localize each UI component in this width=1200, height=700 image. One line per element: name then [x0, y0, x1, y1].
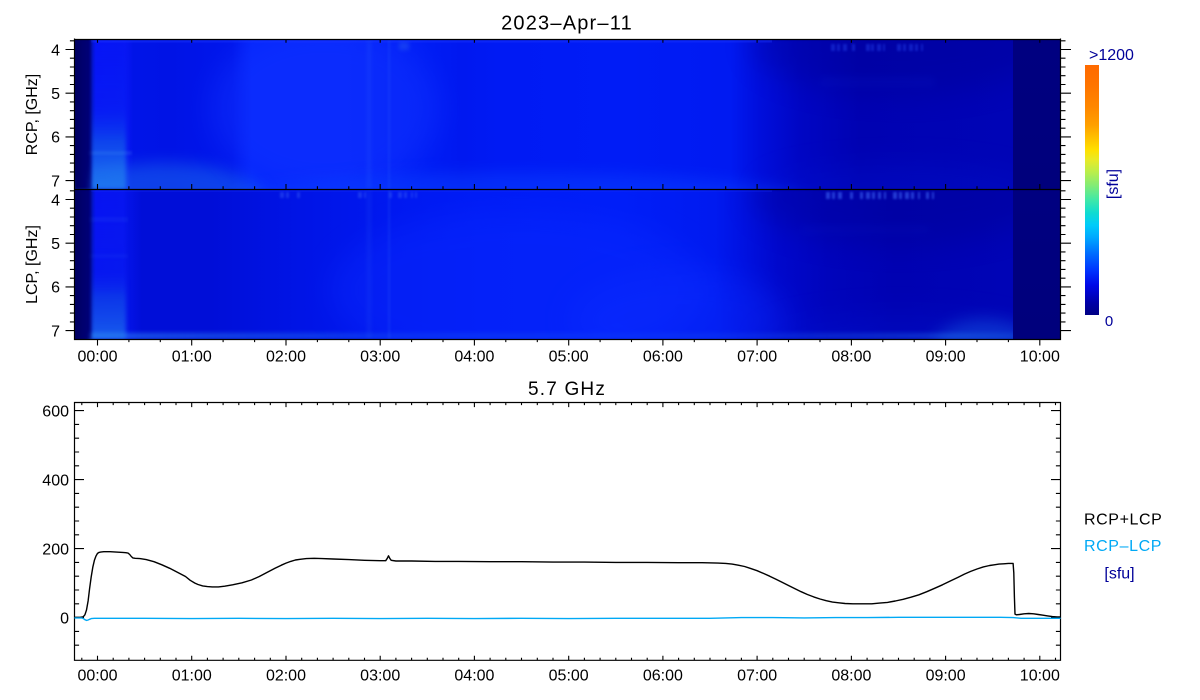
svg-text:04:00: 04:00 — [454, 349, 494, 366]
svg-text:200: 200 — [42, 541, 69, 558]
svg-text:06:00: 06:00 — [643, 349, 683, 366]
svg-text:02:00: 02:00 — [266, 349, 306, 366]
svg-text:0: 0 — [1105, 313, 1113, 330]
svg-text:09:00: 09:00 — [926, 668, 966, 685]
svg-text:5: 5 — [51, 236, 60, 253]
svg-text:7: 7 — [51, 173, 60, 190]
svg-text:5: 5 — [51, 86, 60, 103]
svg-text:[sfu]: [sfu] — [1105, 169, 1122, 199]
svg-text:08:00: 08:00 — [831, 668, 871, 685]
svg-text:02:00: 02:00 — [266, 668, 306, 685]
svg-text:600: 600 — [42, 403, 69, 420]
svg-text:RCP–LCP: RCP–LCP — [1084, 538, 1162, 555]
svg-text:5.7 GHz: 5.7 GHz — [528, 379, 606, 400]
svg-text:400: 400 — [42, 472, 69, 489]
svg-text:RCP+LCP: RCP+LCP — [1084, 512, 1162, 529]
svg-text:2023–Apr–11: 2023–Apr–11 — [501, 13, 633, 35]
svg-text:04:00: 04:00 — [454, 668, 494, 685]
svg-text:06:00: 06:00 — [643, 668, 683, 685]
svg-text:10:00: 10:00 — [1020, 349, 1060, 366]
svg-text:00:00: 00:00 — [77, 668, 117, 685]
svg-text:7: 7 — [51, 323, 60, 340]
svg-text:05:00: 05:00 — [549, 668, 589, 685]
svg-text:05:00: 05:00 — [549, 349, 589, 366]
svg-text:01:00: 01:00 — [172, 668, 212, 685]
svg-text:03:00: 03:00 — [360, 349, 400, 366]
svg-text:0: 0 — [60, 610, 69, 627]
svg-text:6: 6 — [51, 280, 60, 297]
svg-text:LCP, [GHz]: LCP, [GHz] — [24, 225, 41, 304]
svg-text:09:00: 09:00 — [926, 349, 966, 366]
svg-text:08:00: 08:00 — [831, 349, 871, 366]
svg-text:6: 6 — [51, 130, 60, 147]
svg-text:RCP, [GHz]: RCP, [GHz] — [24, 74, 41, 156]
svg-text:10:00: 10:00 — [1020, 668, 1060, 685]
svg-text:03:00: 03:00 — [360, 668, 400, 685]
svg-text:07:00: 07:00 — [737, 349, 777, 366]
svg-text:4: 4 — [51, 192, 60, 209]
svg-text:[sfu]: [sfu] — [1104, 566, 1134, 583]
svg-text:01:00: 01:00 — [172, 349, 212, 366]
svg-text:4: 4 — [51, 42, 60, 59]
svg-text:>1200: >1200 — [1089, 47, 1134, 64]
svg-text:07:00: 07:00 — [737, 668, 777, 685]
svg-text:00:00: 00:00 — [77, 349, 117, 366]
